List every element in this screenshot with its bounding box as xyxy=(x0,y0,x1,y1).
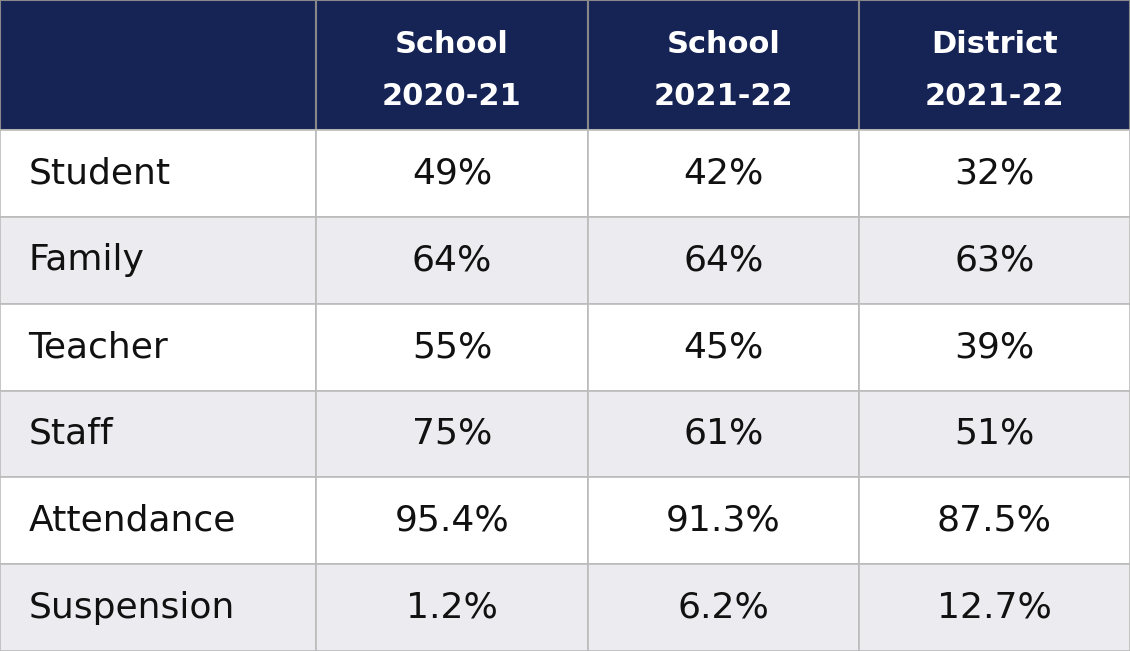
Bar xyxy=(0,391,316,477)
Text: 2020-21: 2020-21 xyxy=(382,82,522,111)
Text: 12.7%: 12.7% xyxy=(937,590,1052,624)
Text: 39%: 39% xyxy=(954,330,1035,364)
Text: School: School xyxy=(667,30,780,59)
Bar xyxy=(588,0,859,130)
Text: Family: Family xyxy=(28,243,145,277)
Bar xyxy=(316,130,588,217)
Bar xyxy=(859,477,1130,564)
Bar xyxy=(0,564,316,651)
Bar xyxy=(588,391,859,477)
Text: 91.3%: 91.3% xyxy=(666,504,781,538)
Text: Attendance: Attendance xyxy=(28,504,236,538)
Text: 1.2%: 1.2% xyxy=(406,590,498,624)
Bar xyxy=(859,0,1130,130)
Bar xyxy=(588,217,859,304)
Text: School: School xyxy=(396,30,509,59)
Bar xyxy=(316,0,588,130)
Text: 64%: 64% xyxy=(683,243,764,277)
Bar xyxy=(0,477,316,564)
Text: 64%: 64% xyxy=(411,243,493,277)
Text: 6.2%: 6.2% xyxy=(677,590,770,624)
Bar xyxy=(0,130,316,217)
Text: 2021-22: 2021-22 xyxy=(924,82,1064,111)
Bar xyxy=(316,391,588,477)
Text: 55%: 55% xyxy=(411,330,493,364)
Text: 32%: 32% xyxy=(954,157,1035,191)
Text: 75%: 75% xyxy=(411,417,493,451)
Bar xyxy=(316,564,588,651)
Text: 42%: 42% xyxy=(683,157,764,191)
Text: 51%: 51% xyxy=(954,417,1035,451)
Text: 2021-22: 2021-22 xyxy=(653,82,793,111)
Bar xyxy=(588,130,859,217)
Bar xyxy=(859,304,1130,391)
Bar xyxy=(0,0,316,130)
Bar xyxy=(0,304,316,391)
Text: Staff: Staff xyxy=(28,417,113,451)
Text: 95.4%: 95.4% xyxy=(394,504,510,538)
Bar xyxy=(588,564,859,651)
Bar xyxy=(588,477,859,564)
Bar xyxy=(859,217,1130,304)
Text: 63%: 63% xyxy=(954,243,1035,277)
Text: Teacher: Teacher xyxy=(28,330,168,364)
Text: Suspension: Suspension xyxy=(28,590,235,624)
Text: Student: Student xyxy=(28,157,171,191)
Text: 61%: 61% xyxy=(683,417,764,451)
Text: 49%: 49% xyxy=(411,157,493,191)
Bar xyxy=(0,217,316,304)
Bar xyxy=(588,304,859,391)
Bar xyxy=(316,477,588,564)
Bar xyxy=(316,217,588,304)
Bar xyxy=(859,130,1130,217)
Bar xyxy=(859,564,1130,651)
Text: 87.5%: 87.5% xyxy=(937,504,1052,538)
Bar xyxy=(316,304,588,391)
Text: 45%: 45% xyxy=(683,330,764,364)
Text: District: District xyxy=(931,30,1058,59)
Bar xyxy=(859,391,1130,477)
